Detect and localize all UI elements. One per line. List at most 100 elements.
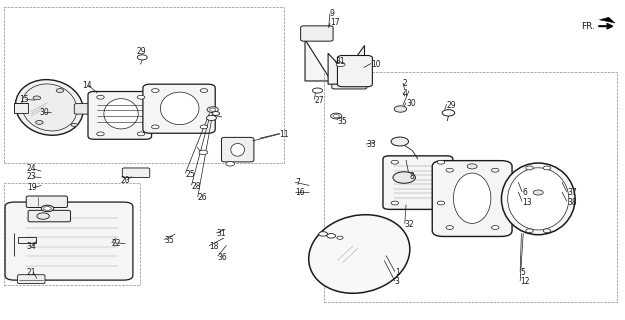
FancyBboxPatch shape — [26, 196, 68, 207]
Text: 29: 29 — [447, 101, 456, 110]
Circle shape — [206, 116, 216, 121]
Bar — [324, 72, 617, 302]
Circle shape — [97, 95, 104, 99]
FancyBboxPatch shape — [383, 156, 452, 209]
Circle shape — [337, 236, 343, 239]
Circle shape — [533, 190, 543, 195]
Circle shape — [200, 125, 208, 129]
Ellipse shape — [309, 215, 410, 293]
Circle shape — [446, 226, 453, 229]
Text: 23: 23 — [27, 172, 36, 181]
Text: 21: 21 — [27, 268, 36, 277]
Text: 6: 6 — [522, 188, 527, 197]
Text: 25: 25 — [185, 170, 195, 179]
Bar — [18, 237, 36, 243]
Text: 36: 36 — [217, 253, 227, 262]
Circle shape — [442, 110, 454, 116]
Text: 20: 20 — [121, 176, 130, 185]
Circle shape — [37, 213, 49, 219]
Text: 38: 38 — [567, 197, 576, 206]
Text: 8: 8 — [409, 172, 414, 181]
Polygon shape — [328, 53, 357, 84]
Circle shape — [467, 164, 477, 169]
Text: 2: 2 — [403, 79, 408, 88]
Text: 11: 11 — [279, 130, 289, 139]
Text: 33: 33 — [366, 140, 376, 149]
Ellipse shape — [22, 84, 77, 131]
Circle shape — [333, 115, 339, 118]
Circle shape — [41, 205, 54, 212]
Circle shape — [152, 89, 159, 92]
Text: 5: 5 — [520, 268, 525, 277]
FancyBboxPatch shape — [18, 275, 45, 284]
Circle shape — [327, 234, 336, 238]
Text: 31: 31 — [216, 229, 226, 238]
Ellipse shape — [508, 168, 569, 230]
Circle shape — [71, 123, 78, 126]
Text: 24: 24 — [27, 164, 36, 173]
Text: 1: 1 — [395, 268, 399, 277]
FancyBboxPatch shape — [332, 81, 367, 89]
Text: 35: 35 — [164, 236, 174, 245]
FancyBboxPatch shape — [301, 26, 333, 41]
Circle shape — [56, 89, 64, 92]
Circle shape — [44, 206, 51, 210]
Text: 17: 17 — [330, 19, 339, 28]
Text: 22: 22 — [112, 239, 121, 248]
Circle shape — [97, 132, 104, 136]
Text: 37: 37 — [567, 188, 577, 197]
Circle shape — [226, 162, 234, 166]
Text: 13: 13 — [522, 197, 532, 206]
Circle shape — [199, 150, 208, 155]
Circle shape — [543, 229, 551, 233]
Text: 14: 14 — [82, 81, 91, 90]
FancyBboxPatch shape — [432, 161, 512, 236]
Text: 12: 12 — [520, 277, 529, 286]
Circle shape — [200, 89, 208, 92]
Circle shape — [491, 226, 499, 229]
Circle shape — [438, 160, 445, 164]
Circle shape — [138, 132, 145, 136]
Polygon shape — [334, 45, 364, 87]
Bar — [14, 103, 28, 113]
Circle shape — [391, 201, 399, 205]
Text: 30: 30 — [406, 99, 416, 108]
Circle shape — [209, 108, 216, 111]
Text: 9: 9 — [330, 9, 335, 18]
Text: 35: 35 — [338, 116, 348, 126]
Ellipse shape — [231, 143, 244, 156]
Ellipse shape — [501, 163, 575, 235]
Circle shape — [393, 172, 416, 183]
Circle shape — [391, 160, 399, 164]
Text: 31: 31 — [335, 57, 344, 66]
Text: 32: 32 — [405, 220, 414, 229]
Circle shape — [36, 121, 43, 124]
FancyBboxPatch shape — [143, 84, 215, 133]
FancyBboxPatch shape — [122, 168, 150, 178]
Text: 7: 7 — [295, 179, 300, 188]
Polygon shape — [599, 17, 615, 23]
Text: 18: 18 — [209, 242, 219, 251]
Circle shape — [543, 166, 551, 170]
Circle shape — [319, 232, 328, 236]
Circle shape — [526, 166, 533, 170]
Text: 28: 28 — [191, 182, 201, 191]
Circle shape — [394, 106, 407, 112]
Text: 26: 26 — [198, 193, 208, 203]
FancyBboxPatch shape — [338, 55, 372, 87]
Circle shape — [212, 112, 219, 116]
Polygon shape — [305, 40, 331, 81]
Ellipse shape — [453, 173, 491, 223]
Circle shape — [438, 201, 445, 205]
Text: 15: 15 — [19, 95, 29, 104]
FancyBboxPatch shape — [74, 104, 93, 114]
Bar — [4, 183, 140, 285]
Circle shape — [312, 88, 322, 93]
Bar — [4, 7, 284, 163]
Text: 29: 29 — [137, 47, 146, 56]
Circle shape — [391, 137, 409, 146]
Circle shape — [336, 62, 345, 67]
Text: 34: 34 — [27, 242, 37, 251]
Circle shape — [33, 96, 41, 100]
FancyBboxPatch shape — [5, 202, 133, 280]
